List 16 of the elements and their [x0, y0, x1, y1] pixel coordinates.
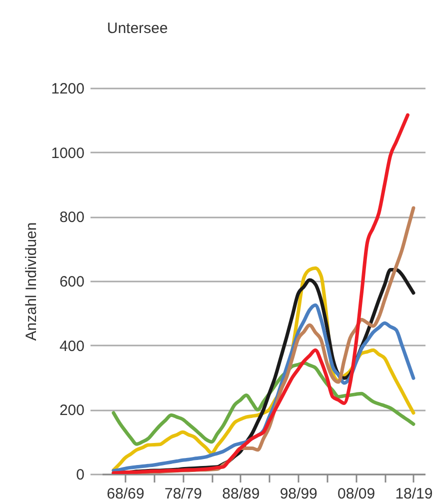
- y-tick-label: 200: [59, 402, 84, 420]
- chart-title: Untersee: [107, 20, 168, 37]
- x-tick-label: 08/09: [338, 486, 376, 502]
- x-tick-label: 68/69: [106, 486, 144, 502]
- x-tick-label: 78/79: [164, 486, 202, 502]
- y-axis-title: Anzahl Individuen: [23, 222, 40, 341]
- line-series: [112, 113, 410, 474]
- x-tick-label: 88/89: [222, 486, 260, 502]
- y-tick-label: 400: [59, 338, 84, 355]
- y-tick-label: 0: [76, 466, 84, 484]
- x-tick-label: 98/99: [280, 486, 318, 502]
- y-tick-label: 800: [59, 209, 84, 226]
- y-tick-label: 1000: [51, 144, 84, 162]
- y-tick-label: 600: [59, 274, 84, 290]
- x-tick-label: 18/19: [395, 486, 433, 502]
- y-tick-label: 1200: [51, 80, 84, 98]
